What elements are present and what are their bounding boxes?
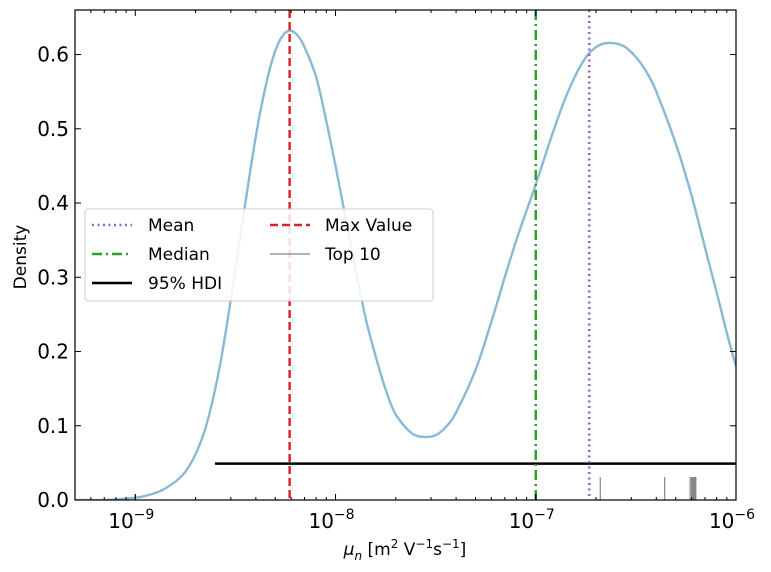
x-axis-title-v: V <box>398 540 415 560</box>
x-axis-title-vexp: −1 <box>415 537 433 551</box>
y-tick-label: 0.4 <box>37 191 69 215</box>
x-tick-label: 10−8 <box>308 507 354 533</box>
x-axis-title-unit_open: [m <box>362 540 391 560</box>
y-tick-label: 0.0 <box>37 488 69 512</box>
x-tick-exp: −8 <box>334 507 355 523</box>
legend-label-95-hdi: 95% HDI <box>148 274 222 294</box>
x-tick-exp: −6 <box>734 507 755 523</box>
x-tick-label: 10−9 <box>108 507 154 533</box>
x-axis-title-sexp: −1 <box>442 537 460 551</box>
x-tick-base: 10 <box>108 509 133 533</box>
x-tick-exp: −7 <box>534 507 555 523</box>
x-tick-label: 10−7 <box>509 507 555 533</box>
y-axis-title: Density <box>11 225 31 290</box>
y-tick-label: 0.3 <box>37 265 69 289</box>
legend-label-max-value: Max Value <box>325 216 412 236</box>
x-tick-label: 10−6 <box>709 507 755 533</box>
x-tick-exp: −9 <box>134 507 155 523</box>
plot-frame <box>74 9 737 501</box>
legend: Mean Max Value Median Top 10 95% HDI <box>84 208 434 302</box>
x-axis-title-s: s <box>433 540 442 560</box>
legend-box <box>84 208 434 302</box>
x-axis-title-sub: n <box>355 549 363 563</box>
x-tick-base: 10 <box>509 509 534 533</box>
legend-label-top-10: Top 10 <box>324 245 381 265</box>
legend-label-mean: Mean <box>148 216 194 236</box>
x-axis-title-main: μ <box>343 540 355 560</box>
y-tick-label: 0.2 <box>37 340 69 364</box>
legend-label-median: Median <box>148 245 210 265</box>
x-tick-base: 10 <box>308 509 333 533</box>
x-axis-title-sq: 2 <box>391 537 399 551</box>
y-tick-label: 0.5 <box>37 117 69 141</box>
axes: 0.00.10.20.30.40.50.610−9 10−8 10−7 10−6μn … <box>11 9 755 563</box>
y-tick-label: 0.6 <box>37 43 69 67</box>
x-tick-base: 10 <box>709 509 734 533</box>
x-axis-title: μn [m2 V−1s−1] <box>343 537 467 563</box>
x-axis-title-unit_close: ] <box>460 540 467 560</box>
y-tick-label: 0.1 <box>37 414 69 438</box>
